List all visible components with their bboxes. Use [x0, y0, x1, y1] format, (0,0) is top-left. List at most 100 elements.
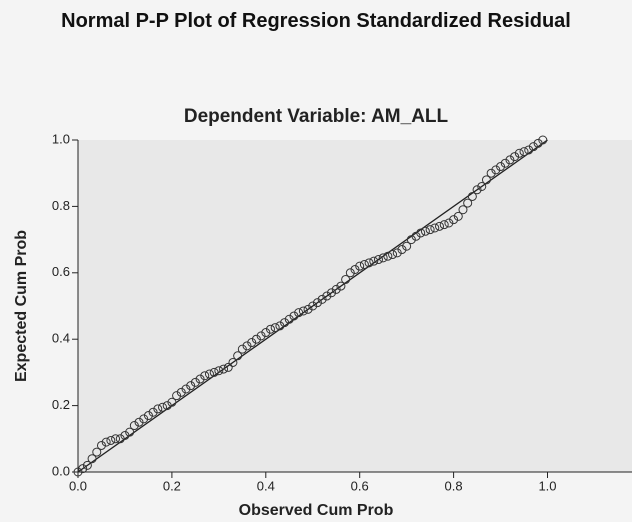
- chart-title: Normal P-P Plot of Regression Standardiz…: [61, 10, 571, 32]
- reference-line: [77, 139, 548, 473]
- data-point: [162, 401, 172, 411]
- data-point: [219, 364, 229, 374]
- chart-subtitle: Dependent Variable: AM_ALL: [184, 106, 449, 127]
- data-point: [327, 288, 337, 298]
- data-point: [467, 191, 477, 201]
- data-point: [115, 434, 125, 444]
- data-point: [435, 221, 445, 231]
- data-point: [134, 417, 144, 427]
- data-point: [158, 402, 168, 412]
- data-point: [420, 226, 430, 236]
- data-point: [308, 301, 318, 311]
- data-point: [524, 145, 534, 155]
- y-tick-label: 1.0: [52, 131, 70, 146]
- data-point: [336, 281, 346, 291]
- data-point: [195, 374, 205, 384]
- x-axis-label: Observed Cum Prob: [239, 502, 394, 519]
- data-point: [298, 306, 308, 316]
- data-point: [78, 464, 88, 474]
- data-point: [402, 241, 412, 251]
- data-point: [406, 235, 416, 245]
- data-point: [331, 284, 341, 294]
- data-point: [294, 308, 304, 318]
- data-point: [153, 404, 163, 414]
- x-tick-label: 0.0: [69, 478, 87, 493]
- data-point: [341, 274, 351, 284]
- data-point: [237, 344, 247, 354]
- x-tick-label: 1.0: [538, 478, 556, 493]
- data-point: [430, 223, 440, 233]
- data-point: [303, 304, 313, 314]
- data-point: [449, 215, 459, 225]
- data-point: [143, 411, 153, 421]
- data-point: [364, 258, 374, 268]
- data-point: [280, 318, 290, 328]
- x-tick-label: 0.6: [351, 478, 369, 493]
- data-point: [204, 369, 214, 379]
- data-point: [486, 168, 496, 178]
- data-point: [345, 268, 355, 278]
- plot-area: [78, 140, 632, 472]
- data-point: [378, 253, 388, 263]
- x-tick-label: 0.8: [445, 478, 463, 493]
- data-point: [167, 397, 177, 407]
- x-tick-label: 0.4: [257, 478, 275, 493]
- data-point: [73, 467, 83, 477]
- data-point: [355, 261, 365, 271]
- data-point: [92, 447, 102, 457]
- y-tick-label: 0.4: [52, 331, 70, 346]
- data-point: [139, 414, 149, 424]
- data-point: [172, 391, 182, 401]
- y-tick-label: 0.8: [52, 198, 70, 213]
- data-point: [411, 231, 421, 241]
- data-point: [256, 331, 266, 341]
- data-point: [388, 250, 398, 260]
- data-point: [425, 225, 435, 235]
- data-point: [200, 371, 210, 381]
- data-point: [491, 165, 501, 175]
- data-point: [439, 220, 449, 230]
- data-point: [510, 152, 520, 162]
- data-point: [383, 251, 393, 261]
- data-point: [209, 367, 219, 377]
- y-tick-label: 0.2: [52, 397, 70, 412]
- data-point: [181, 384, 191, 394]
- data-point: [444, 218, 454, 228]
- data-point: [416, 228, 426, 238]
- x-tick-label: 0.2: [163, 478, 181, 493]
- data-point: [350, 264, 360, 274]
- data-point: [82, 460, 92, 470]
- data-point: [186, 381, 196, 391]
- data-point: [270, 323, 280, 333]
- data-point: [190, 377, 200, 387]
- data-point: [514, 148, 524, 158]
- data-point: [496, 162, 506, 172]
- data-point: [369, 256, 379, 266]
- data-point: [538, 135, 548, 145]
- data-point: [373, 255, 383, 265]
- data-point: [251, 334, 261, 344]
- data-point: [312, 298, 322, 308]
- data-point: [148, 407, 158, 417]
- data-point: [247, 338, 257, 348]
- data-point: [477, 181, 487, 191]
- y-axis-label: Expected Cum Prob: [13, 230, 30, 382]
- data-point: [96, 440, 106, 450]
- data-point: [359, 260, 369, 269]
- data-point: [533, 138, 543, 148]
- data-point: [289, 311, 299, 321]
- data-point: [500, 158, 510, 168]
- data-point: [120, 430, 130, 440]
- data-point: [275, 321, 285, 331]
- data-point: [463, 198, 473, 208]
- data-point: [223, 362, 233, 372]
- data-point: [458, 205, 468, 215]
- y-tick-label: 0.6: [52, 264, 70, 279]
- data-point: [528, 142, 538, 152]
- data-point: [397, 245, 407, 255]
- data-point: [176, 387, 186, 397]
- data-point: [322, 291, 332, 301]
- data-point: [125, 427, 135, 437]
